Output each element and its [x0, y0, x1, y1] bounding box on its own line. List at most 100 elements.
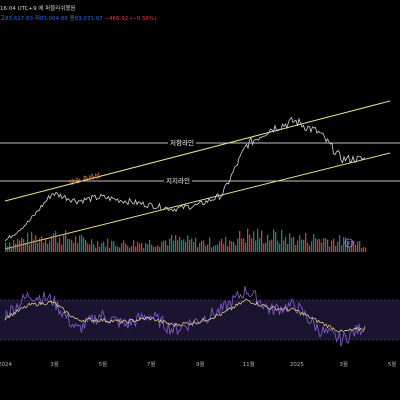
- volume-bar: [329, 246, 331, 252]
- volume-bar: [111, 240, 113, 252]
- volume-bar: [27, 232, 29, 252]
- volume-bar: [149, 240, 151, 252]
- volume-bar: [267, 234, 269, 252]
- volume-bar: [301, 239, 303, 252]
- volume-bar: [29, 244, 31, 252]
- volume-bar: [77, 243, 79, 252]
- volume-bar: [215, 245, 217, 252]
- volume-bar: [109, 247, 111, 252]
- volume-bar: [209, 237, 211, 252]
- x-tick-label: 2024: [0, 362, 12, 368]
- volume-bar: [317, 239, 319, 252]
- volume-bar: [197, 247, 199, 252]
- volume-bar: [147, 244, 149, 252]
- channel-lower: [4, 152, 391, 250]
- volume-bar: [229, 240, 231, 252]
- volume-bar: [325, 238, 327, 252]
- x-tick-label: 3월: [339, 360, 348, 368]
- volume-bar: [71, 239, 73, 252]
- volume-bar: [213, 245, 215, 252]
- ohlc-readout: 고83,617.63 저83,064.86 종83,071.07 −466.92…: [0, 14, 156, 22]
- volume-bar: [73, 242, 75, 252]
- volume-bar: [189, 239, 191, 252]
- open-value: 83,617.63: [5, 16, 34, 22]
- volume-bar: [287, 243, 289, 252]
- volume-bar: [101, 242, 103, 252]
- volume-bar: [37, 242, 39, 252]
- volume-bar: [119, 247, 121, 252]
- volume-bar: [293, 236, 295, 252]
- volume-bar: [157, 245, 159, 252]
- volume-bar: [53, 233, 55, 252]
- volume-bar: [245, 242, 247, 252]
- volume-bar: [51, 235, 53, 252]
- volume-bar: [353, 240, 355, 252]
- volume-bar: [299, 235, 301, 252]
- volume-bar: [143, 247, 145, 252]
- volume-bar: [233, 241, 235, 252]
- volume-bar: [7, 246, 9, 252]
- volume-bar: [43, 242, 45, 252]
- volume-bar: [365, 247, 367, 252]
- volume-bar: [349, 247, 351, 252]
- volume-bar: [361, 247, 363, 252]
- volume-bar: [265, 242, 267, 252]
- volume-bar: [25, 244, 27, 252]
- volume-bar: [31, 231, 33, 252]
- volume-bar: [127, 245, 129, 252]
- volume-bar: [41, 236, 43, 252]
- volume-bar: [285, 236, 287, 252]
- volume-bar: [21, 237, 23, 252]
- volume-bar: [333, 238, 335, 252]
- volume-bar: [241, 238, 243, 252]
- volume-bar: [201, 240, 203, 252]
- support-label-bg: [164, 177, 192, 186]
- volume-bar: [47, 243, 49, 252]
- volume-bar: [165, 240, 167, 252]
- volume-bar: [243, 238, 245, 252]
- volume-bar: [321, 242, 323, 252]
- volume-bar: [313, 234, 315, 252]
- volume-bar: [335, 245, 337, 252]
- volume-bar: [273, 229, 275, 252]
- volume-bar: [151, 244, 153, 252]
- x-tick-label: 5월: [99, 360, 108, 368]
- volume-bar: [121, 243, 123, 252]
- volume-bar: [171, 234, 173, 252]
- volume-bar: [281, 229, 283, 252]
- volume-bar: [85, 240, 87, 252]
- volume-bar: [237, 238, 239, 252]
- open-prefix: 고: [0, 16, 6, 22]
- rsi-series-1: [4, 298, 366, 333]
- uptrend-label: 상승 추세선: [68, 170, 101, 186]
- volume-bar: [91, 239, 93, 252]
- low-prefix: 저: [34, 16, 40, 22]
- x-tick-label: 2025: [290, 362, 304, 368]
- volume-bar: [129, 247, 131, 252]
- volume-bar: [239, 230, 241, 252]
- volume-bar: [339, 235, 341, 252]
- volume-bar: [57, 242, 59, 252]
- log-scale-icon-glyph: F: [347, 241, 350, 247]
- volume-bar: [159, 247, 161, 252]
- volume-bar: [9, 242, 11, 252]
- channel-upper: [4, 100, 391, 202]
- volume-bar: [163, 240, 165, 252]
- log-scale-icon: F: [344, 238, 354, 248]
- volume-bar: [357, 241, 359, 252]
- volume-bar: [33, 239, 35, 252]
- volume-bar: [277, 240, 279, 252]
- volume-bar: [103, 241, 105, 252]
- volume-bar: [191, 238, 193, 252]
- resistance-label: 저항라인: [170, 138, 194, 147]
- volume-bar: [59, 237, 61, 252]
- volume-bar: [19, 240, 21, 252]
- volume-bar: [295, 244, 297, 252]
- volume-bar: [187, 235, 189, 252]
- volume-bar: [185, 241, 187, 252]
- rsi-band: [0, 300, 400, 340]
- volume-bar: [251, 238, 253, 252]
- volume-bar: [221, 238, 223, 252]
- volume-bar: [61, 244, 63, 252]
